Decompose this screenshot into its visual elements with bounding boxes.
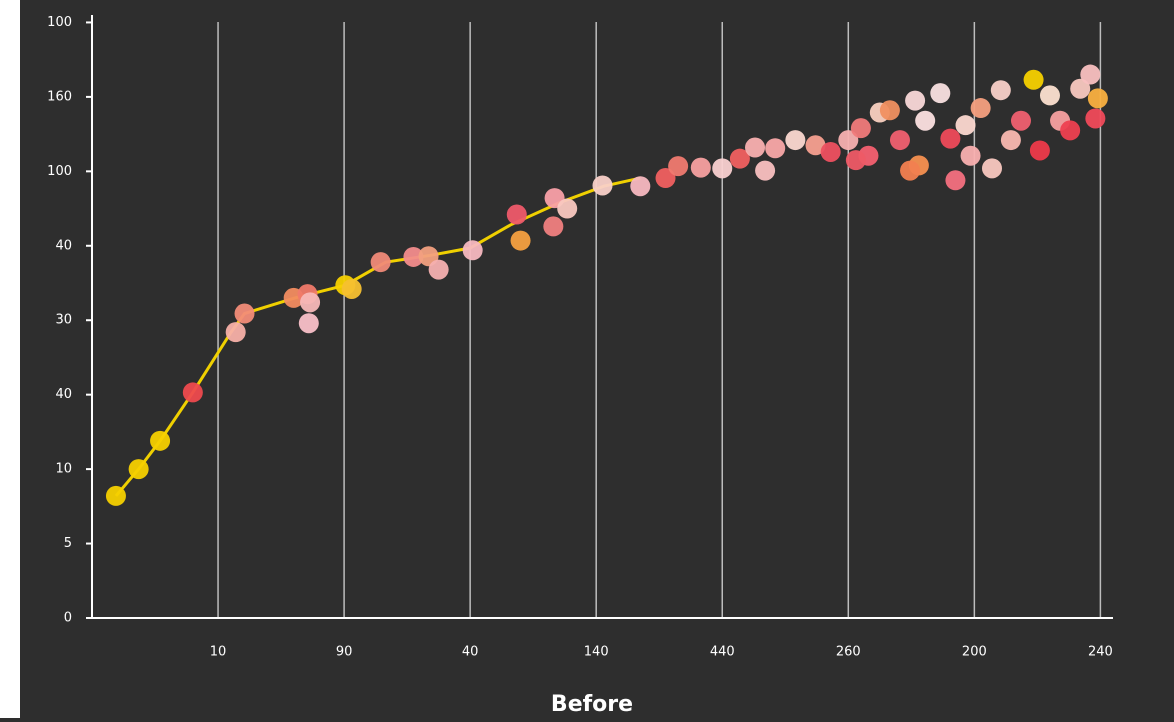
y-tick-label: 10: [55, 462, 72, 477]
y-tick-label: 40: [55, 387, 72, 402]
x-tick-label: 200: [962, 645, 987, 660]
point: [592, 175, 613, 196]
left-border: [0, 0, 20, 718]
point: [630, 176, 651, 197]
x-axis-label: Before: [551, 692, 633, 717]
point: [543, 216, 564, 237]
point: [889, 130, 910, 151]
point: [1000, 130, 1021, 151]
point: [805, 135, 826, 156]
point: [1087, 88, 1108, 109]
point: [1010, 110, 1031, 131]
x-tick-label: 90: [336, 645, 353, 660]
point: [506, 204, 527, 225]
point: [712, 158, 733, 179]
point: [1060, 120, 1081, 141]
point: [1080, 64, 1101, 85]
point: [838, 130, 859, 151]
point: [765, 138, 786, 159]
point: [225, 322, 246, 343]
x-tick-label: 40: [462, 645, 479, 660]
point: [970, 98, 991, 119]
point: [915, 110, 936, 131]
y-tick-label: 30: [55, 313, 72, 328]
point: [940, 128, 961, 149]
point: [298, 313, 319, 334]
point: [182, 382, 203, 403]
point: [990, 80, 1011, 101]
point: [128, 459, 149, 480]
point: [1070, 78, 1091, 99]
point: [755, 160, 776, 181]
y-tick-label: 0: [64, 611, 72, 626]
point: [945, 170, 966, 191]
point: [1085, 108, 1106, 129]
point: [557, 198, 578, 219]
point: [879, 100, 900, 121]
point: [655, 168, 676, 189]
point: [403, 246, 424, 267]
point: [745, 137, 766, 158]
point: [729, 148, 750, 169]
y-tick-label: 40: [55, 238, 72, 253]
x-tick-label: 440: [710, 645, 735, 660]
point: [1039, 85, 1060, 106]
point: [370, 252, 391, 273]
point: [341, 278, 362, 299]
point: [150, 430, 171, 451]
point: [1023, 69, 1044, 90]
y-tick-label: 160: [47, 89, 72, 104]
point: [234, 303, 255, 324]
y-tick-label: 100: [47, 164, 72, 179]
point: [668, 156, 689, 177]
y-tick-label: 5: [64, 536, 72, 551]
point: [428, 259, 449, 280]
point: [900, 160, 921, 181]
x-tick-label: 260: [836, 645, 861, 660]
x-tick-label: 10: [210, 645, 227, 660]
point: [690, 157, 711, 178]
x-tick-label: 240: [1088, 645, 1113, 660]
point: [300, 292, 321, 313]
point: [1029, 140, 1050, 161]
point: [981, 158, 1002, 179]
point: [105, 485, 126, 506]
point: [510, 230, 531, 251]
point: [850, 118, 871, 139]
y-tick-label: 100: [47, 15, 72, 30]
point: [820, 141, 841, 162]
x-tick-label: 140: [584, 645, 609, 660]
point: [785, 130, 806, 151]
point: [845, 150, 866, 171]
point: [930, 83, 951, 104]
point: [905, 90, 926, 111]
point: [462, 240, 483, 261]
point: [955, 115, 976, 136]
point: [960, 145, 981, 166]
